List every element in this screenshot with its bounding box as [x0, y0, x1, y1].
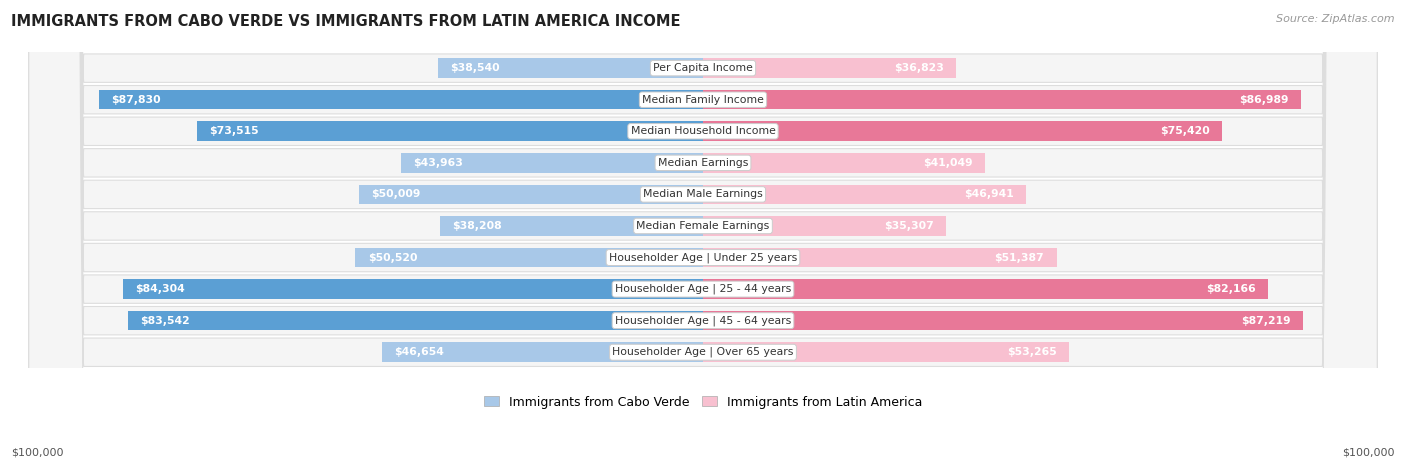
Text: Per Capita Income: Per Capita Income — [652, 63, 754, 73]
FancyBboxPatch shape — [28, 0, 1378, 467]
Text: $46,941: $46,941 — [965, 190, 1014, 199]
Text: Median Male Earnings: Median Male Earnings — [643, 190, 763, 199]
Text: $75,420: $75,420 — [1160, 126, 1209, 136]
Text: $38,208: $38,208 — [453, 221, 502, 231]
FancyBboxPatch shape — [28, 0, 1378, 467]
Legend: Immigrants from Cabo Verde, Immigrants from Latin America: Immigrants from Cabo Verde, Immigrants f… — [479, 392, 927, 412]
Bar — [98, 90, 703, 109]
Text: Householder Age | 45 - 64 years: Householder Age | 45 - 64 years — [614, 315, 792, 326]
Text: Median Family Income: Median Family Income — [643, 95, 763, 105]
Bar — [703, 90, 1302, 109]
Bar — [382, 342, 703, 362]
Text: Median Female Earnings: Median Female Earnings — [637, 221, 769, 231]
Text: $82,166: $82,166 — [1206, 284, 1256, 294]
Text: $51,387: $51,387 — [994, 253, 1045, 262]
FancyBboxPatch shape — [28, 0, 1378, 467]
Text: $84,304: $84,304 — [135, 284, 186, 294]
Text: $100,000: $100,000 — [1343, 448, 1395, 458]
Bar — [128, 311, 703, 331]
Bar — [122, 279, 703, 299]
Bar — [703, 279, 1268, 299]
Text: Median Earnings: Median Earnings — [658, 158, 748, 168]
Bar — [356, 248, 703, 267]
Text: Source: ZipAtlas.com: Source: ZipAtlas.com — [1277, 14, 1395, 24]
Text: IMMIGRANTS FROM CABO VERDE VS IMMIGRANTS FROM LATIN AMERICA INCOME: IMMIGRANTS FROM CABO VERDE VS IMMIGRANTS… — [11, 14, 681, 29]
Text: $83,542: $83,542 — [141, 316, 190, 325]
Bar — [703, 58, 956, 78]
Text: $50,009: $50,009 — [371, 190, 420, 199]
Bar — [703, 121, 1222, 141]
Text: $43,963: $43,963 — [413, 158, 463, 168]
Bar — [440, 216, 703, 236]
Bar — [703, 248, 1056, 267]
Text: $53,265: $53,265 — [1007, 347, 1057, 357]
FancyBboxPatch shape — [28, 0, 1378, 467]
Text: $50,520: $50,520 — [368, 253, 418, 262]
FancyBboxPatch shape — [28, 0, 1378, 467]
Text: Median Household Income: Median Household Income — [630, 126, 776, 136]
Text: $100,000: $100,000 — [11, 448, 63, 458]
Text: $38,540: $38,540 — [450, 63, 501, 73]
Text: Householder Age | 25 - 44 years: Householder Age | 25 - 44 years — [614, 284, 792, 294]
Bar — [359, 184, 703, 204]
Text: $73,515: $73,515 — [209, 126, 259, 136]
Bar — [703, 342, 1070, 362]
Text: $41,049: $41,049 — [924, 158, 973, 168]
FancyBboxPatch shape — [28, 0, 1378, 467]
FancyBboxPatch shape — [28, 0, 1378, 467]
Text: Householder Age | Over 65 years: Householder Age | Over 65 years — [612, 347, 794, 358]
Bar — [437, 58, 703, 78]
FancyBboxPatch shape — [28, 0, 1378, 467]
FancyBboxPatch shape — [28, 0, 1378, 467]
Text: $87,219: $87,219 — [1241, 316, 1291, 325]
Text: $35,307: $35,307 — [884, 221, 934, 231]
Bar — [703, 153, 986, 173]
Bar — [197, 121, 703, 141]
Text: $87,830: $87,830 — [111, 95, 160, 105]
Bar — [401, 153, 703, 173]
Bar — [703, 216, 946, 236]
Bar — [703, 184, 1026, 204]
Bar — [703, 311, 1303, 331]
Text: $36,823: $36,823 — [894, 63, 943, 73]
FancyBboxPatch shape — [28, 0, 1378, 467]
Text: Householder Age | Under 25 years: Householder Age | Under 25 years — [609, 252, 797, 263]
Text: $86,989: $86,989 — [1240, 95, 1289, 105]
Text: $46,654: $46,654 — [395, 347, 444, 357]
